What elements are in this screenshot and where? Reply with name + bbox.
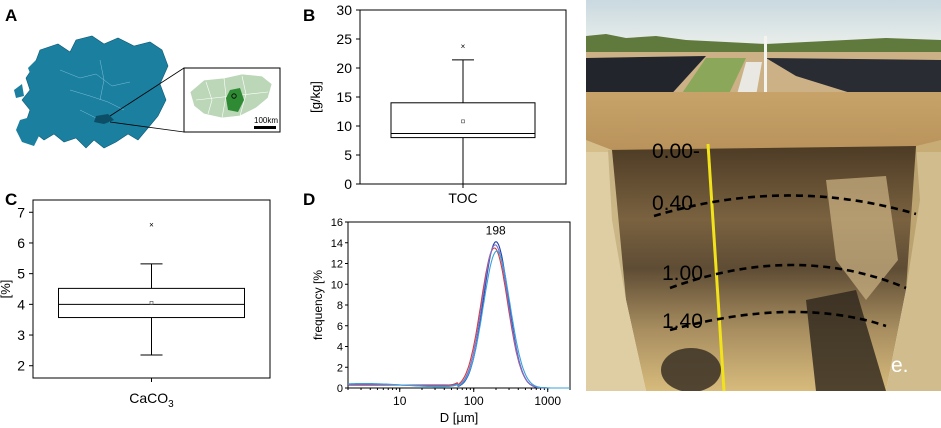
- distribution-line-3: [348, 244, 570, 389]
- horizon-line-040: [653, 194, 917, 218]
- horizon-line-100: [669, 263, 907, 290]
- y-tick-label: 6: [337, 321, 343, 333]
- scale-bar: [254, 126, 276, 129]
- mean-marker: [149, 301, 154, 305]
- measuring-tape: [706, 143, 726, 391]
- depth-label-040: 0.40: [652, 192, 693, 215]
- y-tick-label: 7: [17, 204, 25, 220]
- x-axis-label: D [µm]: [440, 410, 479, 425]
- y-tick-label: 5: [344, 147, 352, 163]
- y-tick-label: 15: [336, 89, 352, 105]
- y-tick-label: 20: [336, 60, 352, 76]
- hungary-marker: [94, 114, 114, 124]
- depth-label-140: 1.40: [662, 310, 703, 333]
- y-tick-label: 10: [331, 279, 343, 291]
- y-tick-label: 3: [17, 327, 25, 343]
- depth-label-000: 0.00-: [652, 140, 700, 163]
- horizon-line-140: [669, 310, 887, 332]
- y-tick-label: 4: [17, 296, 25, 312]
- soil-profile-photo: 0.00- 0.40 1.00 1.40 e.: [586, 0, 941, 391]
- distribution-line-1: [348, 241, 570, 389]
- category-subscript: 3: [168, 399, 174, 410]
- panel-letter-a: A: [5, 6, 18, 25]
- y-tick-label: 14: [331, 238, 343, 250]
- iqr-box: [390, 102, 536, 139]
- y-tick-label: 16: [331, 217, 343, 229]
- panel-letter-d: D: [303, 190, 316, 209]
- y-tick-label: 0: [344, 176, 352, 192]
- plot-frame: [347, 221, 571, 389]
- y-axis-label: frequency [%: [311, 270, 325, 340]
- study-county: [226, 88, 244, 112]
- x-tick-label: 100: [464, 394, 484, 408]
- y-axis-label: [g/kg]: [308, 81, 323, 113]
- x-tick-label: 1000: [534, 394, 561, 408]
- distribution-line-2: [348, 247, 570, 389]
- europe-map: [21, 35, 169, 149]
- x-category-label: TOC: [448, 190, 477, 206]
- marker-pole: [764, 36, 767, 98]
- distribution-line-4: [347, 250, 570, 389]
- y-tick-label: 0: [337, 383, 343, 395]
- y-tick-label: 12: [331, 259, 343, 271]
- toc-boxplot: 0 5 10 15 20 25 30 [g/kg] × TOC: [308, 2, 567, 206]
- y-tick-label: 25: [336, 31, 352, 47]
- photo-label: e.: [891, 354, 909, 377]
- y-tick-label: 30: [336, 2, 352, 18]
- y-tick-label: 2: [337, 362, 343, 374]
- peak-annotation: 198: [486, 224, 506, 238]
- depth-label-100: 1.00: [662, 262, 703, 285]
- y-tick-label: 6: [17, 235, 25, 251]
- mean-marker: [461, 119, 465, 124]
- study-site-marker: [231, 93, 237, 99]
- x-tick-label: 10: [393, 394, 407, 408]
- tree-line: [586, 34, 941, 56]
- particle-size-chart: 0 2 4 6 8 10 12 14 16 10 100 1000 frequency [% D [µm]…: [311, 217, 571, 425]
- y-tick-label: 10: [336, 118, 352, 134]
- y-tick-label: 2: [17, 358, 25, 374]
- panel-letter-b: B: [303, 6, 316, 25]
- scale-label: 100km: [254, 116, 278, 125]
- outlier-marker: ×: [149, 221, 154, 230]
- panel-letter-c: C: [5, 190, 18, 209]
- y-tick-label: 8: [337, 300, 343, 312]
- map-panel: 100km: [14, 35, 281, 149]
- y-tick-label: 4: [337, 342, 343, 354]
- category-text: CaCO: [129, 390, 168, 406]
- outlier-marker: ×: [461, 42, 466, 51]
- y-axis-label: [%]: [0, 280, 13, 299]
- x-category-label: CaCO3: [129, 390, 174, 410]
- iqr-box: [58, 287, 245, 319]
- y-tick-label: 5: [17, 266, 25, 282]
